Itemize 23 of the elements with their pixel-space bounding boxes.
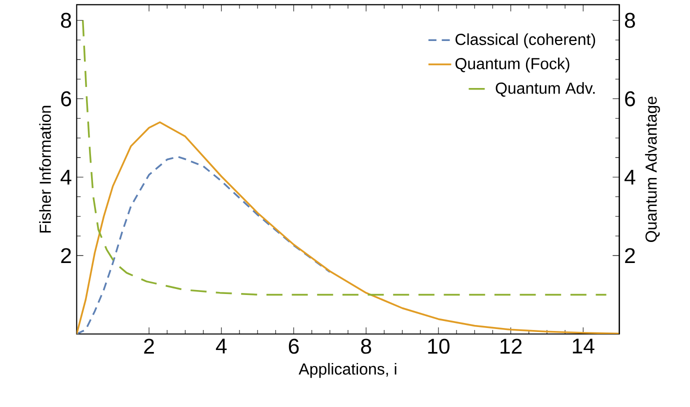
legend-label: Classical (coherent) (456, 33, 596, 48)
line-series (76, 156, 331, 334)
x-tick-label: 10 (428, 338, 450, 354)
y2-tick-label: 4 (624, 170, 636, 185)
legend-label: Quantum Adv. (496, 82, 595, 97)
y-tick-label: 8 (61, 12, 72, 28)
x-axis-title: Applications, i (298, 362, 396, 378)
x-tick-label: 6 (288, 338, 299, 354)
y-tick-label: 4 (60, 170, 72, 185)
y2-tick-label: 8 (624, 12, 635, 28)
line-series (76, 121, 620, 334)
y2-tick-label: 2 (625, 248, 635, 264)
x-tick-label: 4 (216, 338, 227, 354)
x-tick-label: 2 (144, 338, 154, 354)
y-tick-label: 6 (61, 91, 72, 106)
y2-tick-label: 6 (625, 91, 635, 106)
legend-label: Quantum (Fock) (455, 58, 570, 72)
x-tick-label: 14 (572, 338, 594, 354)
y-tick-label: 2 (61, 248, 71, 264)
x-tick-label: 12 (500, 338, 522, 354)
y-axis-title: Fisher Information (39, 106, 51, 232)
y2-axis-title: Quantum Advantage (645, 96, 660, 242)
x-tick-label: 8 (361, 338, 372, 354)
